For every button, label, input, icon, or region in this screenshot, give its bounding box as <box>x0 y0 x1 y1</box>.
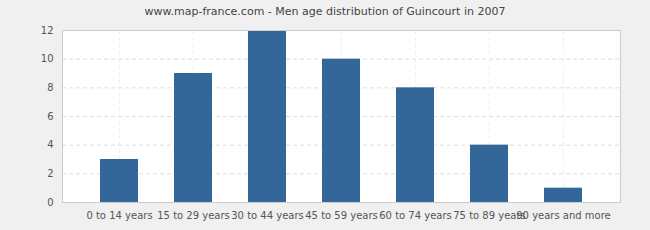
svg-text:0: 0 <box>47 197 53 208</box>
svg-text:60 to 74 years: 60 to 74 years <box>379 210 452 221</box>
html-text:www.map-france.com - Men age d: www.map-france.com - Men age distributio… <box>144 5 506 18</box>
svg-text:4: 4 <box>47 139 53 150</box>
svg-text:6: 6 <box>47 111 53 122</box>
svg-text:10: 10 <box>41 53 54 64</box>
svg-text:12: 12 <box>41 25 54 36</box>
svg-text:90 years and more: 90 years and more <box>516 210 611 221</box>
svg-text:2: 2 <box>47 168 53 179</box>
svg-text:8: 8 <box>47 82 53 93</box>
svg-text:30 to 44 years: 30 to 44 years <box>231 210 304 221</box>
svg-text:15 to 29 years: 15 to 29 years <box>157 210 230 221</box>
svg-text:0 to 14 years: 0 to 14 years <box>86 210 152 221</box>
svg-text:45 to 59 years: 45 to 59 years <box>305 210 378 221</box>
svg-text:75 to 89 years: 75 to 89 years <box>453 210 526 221</box>
